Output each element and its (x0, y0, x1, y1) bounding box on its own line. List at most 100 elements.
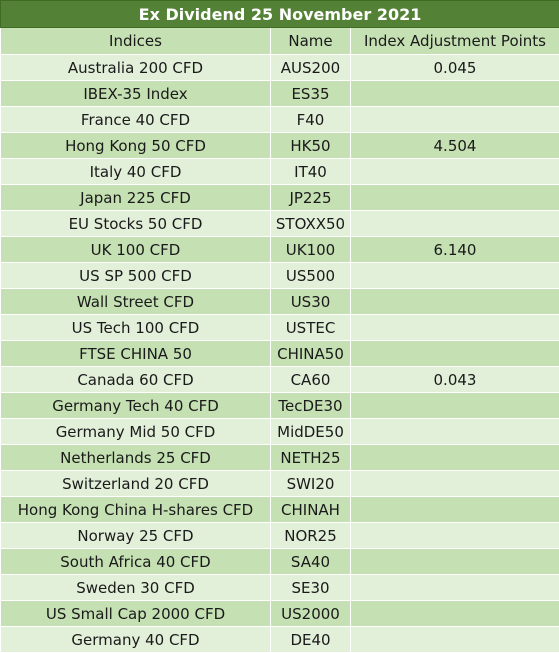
points-cell: 0.045 (350, 54, 559, 81)
name-cell: F40 (270, 106, 351, 133)
table-row: Japan 225 CFD JP225 (0, 184, 559, 211)
index-cell: Germany Mid 50 CFD (0, 418, 271, 445)
points-cell (350, 626, 559, 653)
name-cell: SA40 (270, 548, 351, 575)
table-row: Hong Kong 50 CFD HK50 4.504 (0, 132, 559, 159)
table-row: Sweden 30 CFD SE30 (0, 574, 559, 601)
index-cell: Germany Tech 40 CFD (0, 392, 271, 419)
name-cell: MidDE50 (270, 418, 351, 445)
index-cell: Hong Kong 50 CFD (0, 132, 271, 159)
table-row: Wall Street CFD US30 (0, 288, 559, 315)
table-row: UK 100 CFD UK100 6.140 (0, 236, 559, 263)
header-row: Indices Name Index Adjustment Points (0, 27, 559, 55)
index-cell: Japan 225 CFD (0, 184, 271, 211)
name-cell: UK100 (270, 236, 351, 263)
points-cell: 4.504 (350, 132, 559, 159)
index-cell: UK 100 CFD (0, 236, 271, 263)
points-cell (350, 574, 559, 601)
title-row: Ex Dividend 25 November 2021 (0, 0, 559, 28)
points-cell (350, 158, 559, 185)
table-row: US SP 500 CFD US500 (0, 262, 559, 289)
table-row: IBEX-35 Index ES35 (0, 80, 559, 107)
points-cell (350, 496, 559, 523)
index-cell: Canada 60 CFD (0, 366, 271, 393)
name-cell: SE30 (270, 574, 351, 601)
name-cell: HK50 (270, 132, 351, 159)
name-cell: CHINAH (270, 496, 351, 523)
name-cell: CHINA50 (270, 340, 351, 367)
points-cell (350, 262, 559, 289)
name-cell: SWI20 (270, 470, 351, 497)
index-cell: Sweden 30 CFD (0, 574, 271, 601)
index-cell: France 40 CFD (0, 106, 271, 133)
index-cell: Hong Kong China H-shares CFD (0, 496, 271, 523)
name-cell: US30 (270, 288, 351, 315)
name-cell: AUS200 (270, 54, 351, 81)
table-row: Australia 200 CFD AUS200 0.045 (0, 54, 559, 81)
index-cell: Wall Street CFD (0, 288, 271, 315)
index-cell: US Tech 100 CFD (0, 314, 271, 341)
index-cell: US Small Cap 2000 CFD (0, 600, 271, 627)
index-cell: Italy 40 CFD (0, 158, 271, 185)
table-row: Germany Mid 50 CFD MidDE50 (0, 418, 559, 445)
points-cell (350, 314, 559, 341)
table-row: Italy 40 CFD IT40 (0, 158, 559, 185)
name-cell: IT40 (270, 158, 351, 185)
name-cell: NETH25 (270, 444, 351, 471)
name-cell: NOR25 (270, 522, 351, 549)
table-row: Switzerland 20 CFD SWI20 (0, 470, 559, 497)
table-row: Norway 25 CFD NOR25 (0, 522, 559, 549)
points-cell (350, 80, 559, 107)
points-cell (350, 600, 559, 627)
index-cell: Netherlands 25 CFD (0, 444, 271, 471)
table-title: Ex Dividend 25 November 2021 (0, 0, 559, 28)
table-row: FTSE CHINA 50 CHINA50 (0, 340, 559, 367)
name-cell: TecDE30 (270, 392, 351, 419)
index-cell: Germany 40 CFD (0, 626, 271, 653)
column-header-name: Name (270, 27, 351, 55)
index-cell: Switzerland 20 CFD (0, 470, 271, 497)
name-cell: USTEC (270, 314, 351, 341)
points-cell (350, 418, 559, 445)
table-row: France 40 CFD F40 (0, 106, 559, 133)
points-cell (350, 288, 559, 315)
index-cell: FTSE CHINA 50 (0, 340, 271, 367)
table-row: South Africa 40 CFD SA40 (0, 548, 559, 575)
name-cell: US2000 (270, 600, 351, 627)
table-row: Germany 40 CFD DE40 (0, 626, 559, 653)
index-cell: EU Stocks 50 CFD (0, 210, 271, 237)
points-cell (350, 522, 559, 549)
points-cell (350, 210, 559, 237)
name-cell: DE40 (270, 626, 351, 653)
index-cell: South Africa 40 CFD (0, 548, 271, 575)
table-row: Hong Kong China H-shares CFD CHINAH (0, 496, 559, 523)
index-cell: Norway 25 CFD (0, 522, 271, 549)
index-cell: Australia 200 CFD (0, 54, 271, 81)
points-cell (350, 340, 559, 367)
name-cell: ES35 (270, 80, 351, 107)
table-body: Australia 200 CFD AUS200 0.045 IBEX-35 Inde… (0, 54, 559, 653)
table-row: Germany Tech 40 CFD TecDE30 (0, 392, 559, 419)
column-header-points: Index Adjustment Points (350, 27, 559, 55)
column-header-indices: Indices (0, 27, 271, 55)
points-cell (350, 184, 559, 211)
index-cell: US SP 500 CFD (0, 262, 271, 289)
points-cell: 0.043 (350, 366, 559, 393)
points-cell (350, 444, 559, 471)
table-row: Canada 60 CFD CA60 0.043 (0, 366, 559, 393)
name-cell: STOXX50 (270, 210, 351, 237)
name-cell: CA60 (270, 366, 351, 393)
points-cell: 6.140 (350, 236, 559, 263)
table-row: US Small Cap 2000 CFD US2000 (0, 600, 559, 627)
points-cell (350, 470, 559, 497)
table-row: US Tech 100 CFD USTEC (0, 314, 559, 341)
table-row: EU Stocks 50 CFD STOXX50 (0, 210, 559, 237)
name-cell: US500 (270, 262, 351, 289)
points-cell (350, 106, 559, 133)
points-cell (350, 392, 559, 419)
points-cell (350, 548, 559, 575)
name-cell: JP225 (270, 184, 351, 211)
index-cell: IBEX-35 Index (0, 80, 271, 107)
table-row: Netherlands 25 CFD NETH25 (0, 444, 559, 471)
